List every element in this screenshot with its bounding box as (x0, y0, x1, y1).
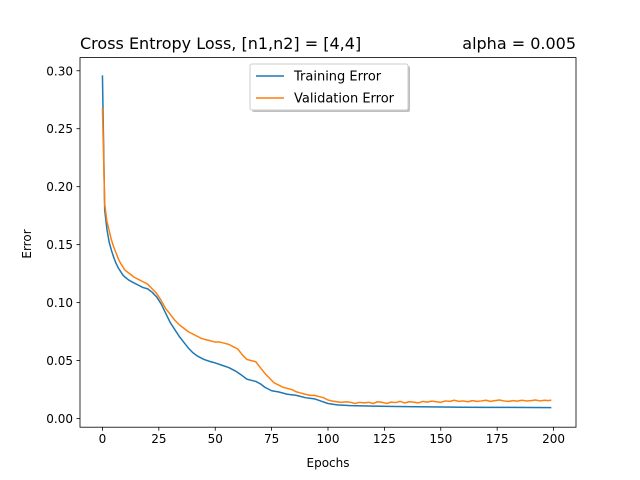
plot-lines (101, 75, 552, 409)
x-tick-label: 75 (264, 432, 279, 446)
axes-border (79, 57, 577, 428)
chart-title-left: Cross Entropy Loss, [n1,n2] = [4,4] (80, 34, 361, 53)
y-tick-label: 0.30 (46, 64, 73, 78)
y-axis-ticks: 0.00 0.05 0.10 0.15 0.20 0.25 0.30 (46, 64, 80, 426)
x-tick-label: 175 (486, 432, 509, 446)
legend-label-0: Training Error (293, 70, 382, 85)
y-axis-label: Error (20, 229, 34, 258)
x-tick-label: 200 (542, 432, 565, 446)
series-line-1 (101, 107, 552, 405)
x-axis-ticks: 0 25 50 75 100 125 150 175 200 (99, 427, 565, 446)
legend-label-1: Validation Error (294, 92, 395, 107)
x-tick-label: 50 (208, 432, 223, 446)
y-tick-label: 0.25 (46, 122, 73, 136)
y-tick-label: 0.05 (46, 354, 73, 368)
y-tick-label: 0.00 (46, 412, 73, 426)
legend: Training Error Validation Error (249, 63, 410, 112)
x-tick-label: 150 (429, 432, 452, 446)
x-axis-label: Epochs (307, 456, 350, 470)
x-tick-label: 125 (373, 432, 396, 446)
y-tick-label: 0.15 (46, 238, 73, 252)
series-line-0 (101, 75, 552, 409)
axes-frame (79, 57, 577, 428)
x-tick-label: 25 (151, 432, 166, 446)
legend-box (249, 63, 409, 111)
x-tick-label: 100 (317, 432, 340, 446)
x-tick-label: 0 (99, 432, 107, 446)
chart-title-right: alpha = 0.005 (462, 34, 576, 53)
y-tick-label: 0.20 (46, 180, 73, 194)
y-tick-label: 0.10 (46, 296, 73, 310)
